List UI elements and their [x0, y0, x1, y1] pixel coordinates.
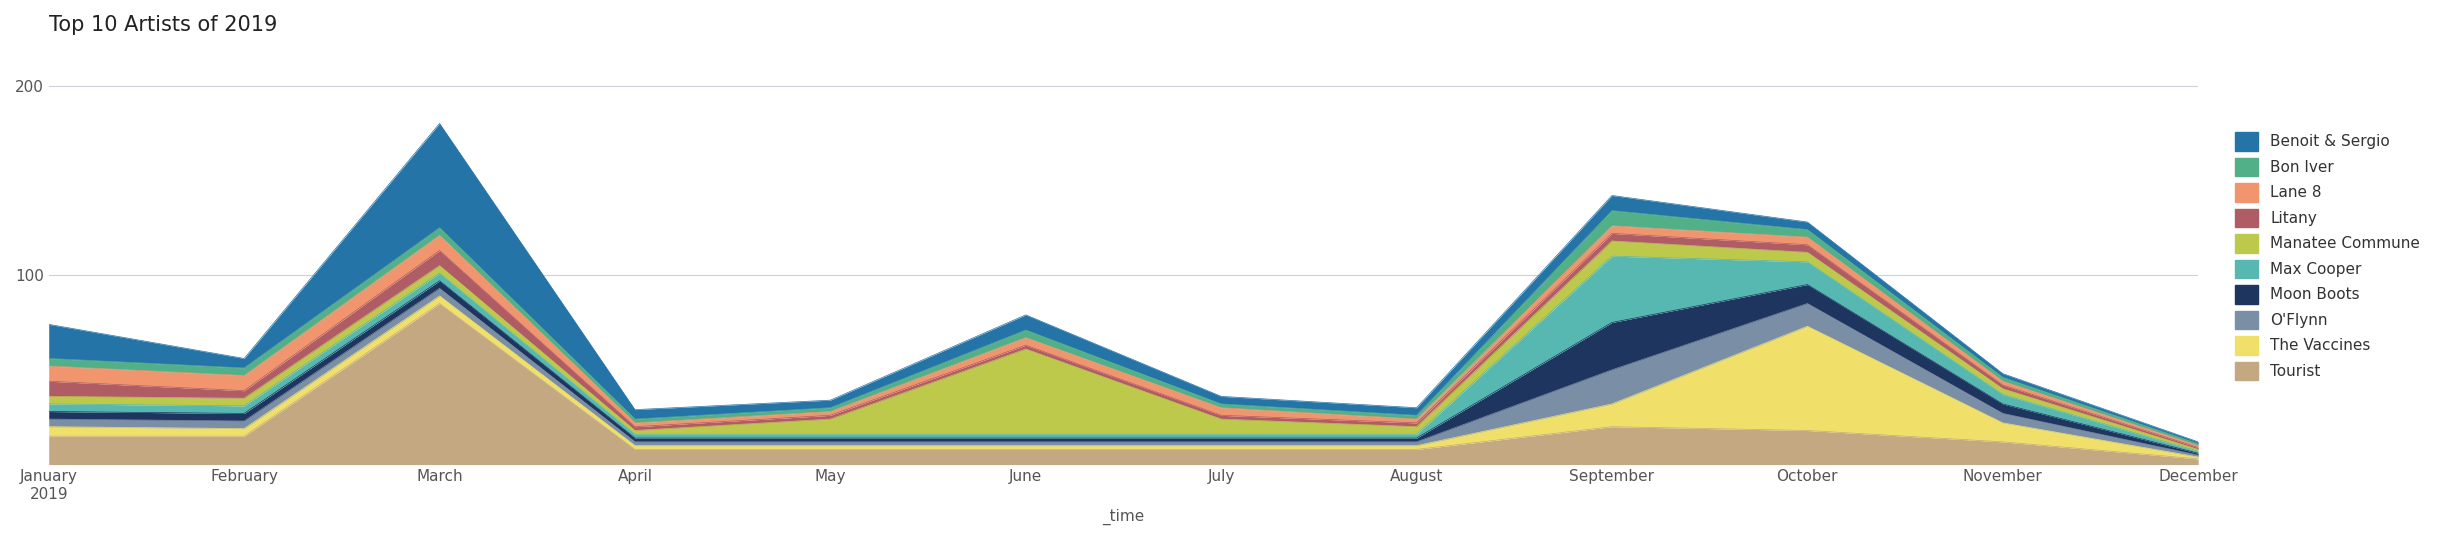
- Legend: Benoit & Sergio, Bon Iver, Lane 8, Litany, Manatee Commune, Max Cooper, Moon Boo: Benoit & Sergio, Bon Iver, Lane 8, Litan…: [2228, 124, 2428, 388]
- X-axis label: _time: _time: [1103, 509, 1144, 525]
- Text: Top 10 Artists of 2019: Top 10 Artists of 2019: [49, 15, 278, 35]
